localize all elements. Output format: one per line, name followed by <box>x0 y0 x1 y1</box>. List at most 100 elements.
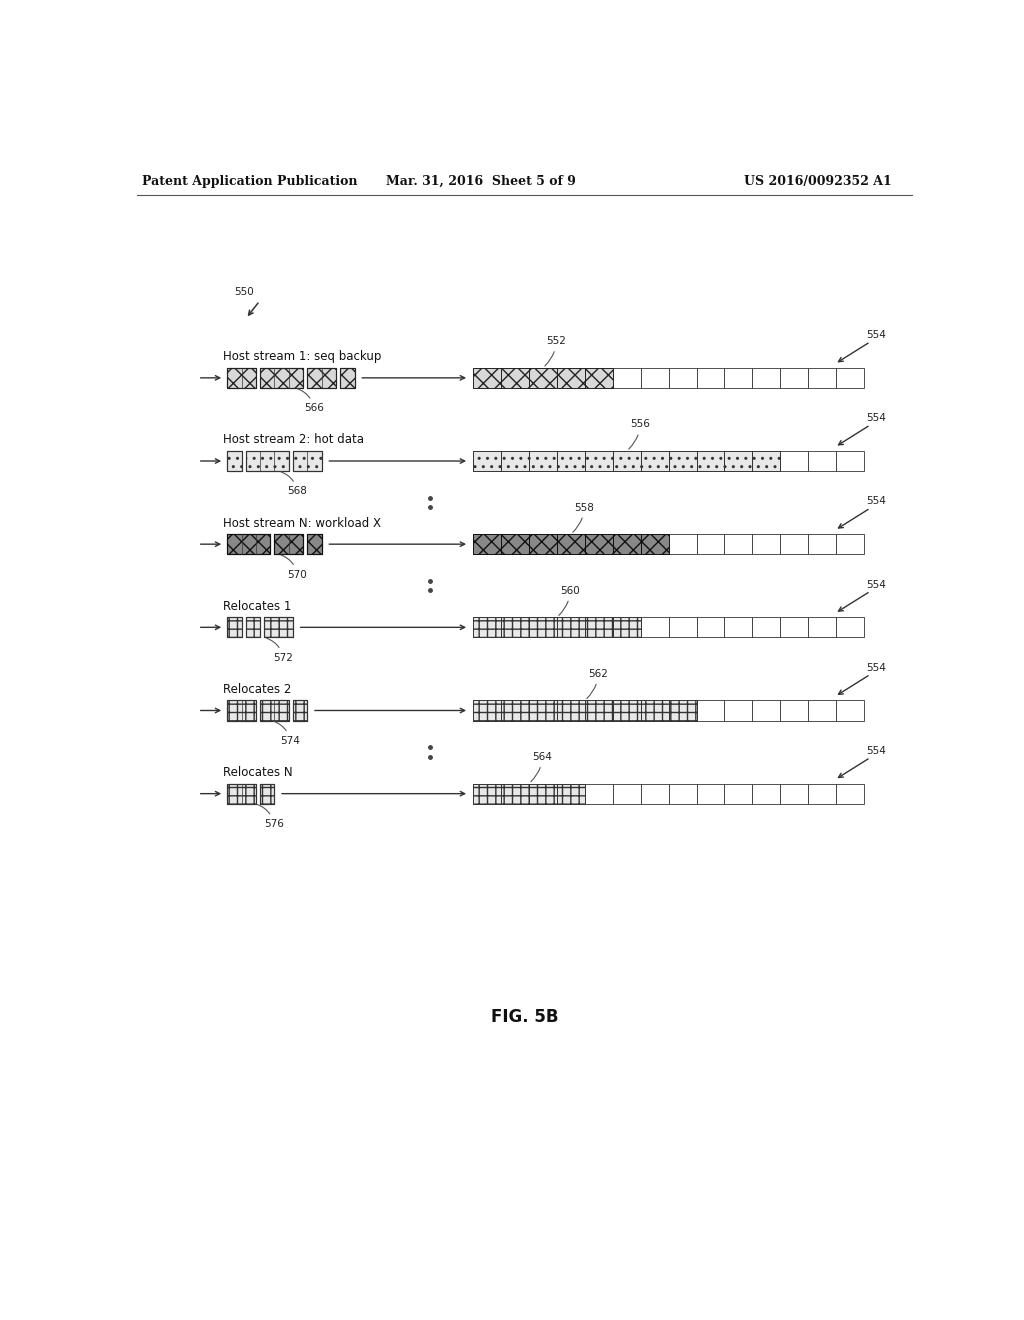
Bar <box>473 535 501 554</box>
Bar <box>557 451 585 471</box>
Bar <box>227 701 256 721</box>
Bar <box>528 618 557 638</box>
Bar <box>528 535 557 554</box>
Bar <box>641 451 669 471</box>
Bar <box>227 368 256 388</box>
Bar <box>753 618 780 638</box>
Bar <box>696 784 724 804</box>
Bar <box>612 451 641 471</box>
Bar <box>696 618 724 638</box>
Bar <box>557 701 585 721</box>
Bar <box>501 535 528 554</box>
Text: 554: 554 <box>866 663 886 673</box>
Text: 560: 560 <box>559 586 581 615</box>
Bar <box>557 535 585 554</box>
Bar <box>528 784 557 804</box>
Bar <box>227 784 256 804</box>
Text: Mar. 31, 2016  Sheet 5 of 9: Mar. 31, 2016 Sheet 5 of 9 <box>386 176 575 187</box>
Bar <box>274 535 303 554</box>
Text: 554: 554 <box>866 746 886 756</box>
Bar <box>585 701 612 721</box>
Bar <box>837 451 864 471</box>
Text: Host stream 1: seq backup: Host stream 1: seq backup <box>222 350 381 363</box>
Bar <box>501 618 528 638</box>
Bar <box>780 368 808 388</box>
Bar <box>724 451 753 471</box>
Bar <box>585 451 612 471</box>
Text: 562: 562 <box>587 669 608 698</box>
Bar <box>473 701 501 721</box>
Bar <box>696 451 724 471</box>
Bar <box>528 784 557 804</box>
Text: Host stream 2: hot data: Host stream 2: hot data <box>222 433 364 446</box>
Bar <box>696 701 724 721</box>
Bar <box>227 618 242 638</box>
Bar <box>260 784 274 804</box>
Bar <box>837 535 864 554</box>
Bar <box>753 701 780 721</box>
Bar <box>340 368 354 388</box>
Bar <box>612 368 641 388</box>
Bar <box>260 701 289 721</box>
Bar <box>780 535 808 554</box>
Bar <box>501 618 528 638</box>
Text: 554: 554 <box>866 413 886 424</box>
Text: US 2016/0092352 A1: US 2016/0092352 A1 <box>743 176 891 187</box>
Bar <box>753 451 780 471</box>
Bar <box>501 368 528 388</box>
Bar <box>753 368 780 388</box>
Bar <box>585 368 612 388</box>
Bar <box>557 451 585 471</box>
Bar <box>585 618 612 638</box>
Bar <box>246 618 260 638</box>
Bar <box>837 784 864 804</box>
Bar <box>724 368 753 388</box>
Bar <box>753 451 780 471</box>
Text: Patent Application Publication: Patent Application Publication <box>142 176 357 187</box>
Bar <box>293 451 322 471</box>
Bar <box>501 451 528 471</box>
Bar <box>669 451 696 471</box>
Bar <box>669 784 696 804</box>
Bar <box>808 701 837 721</box>
Bar <box>307 368 336 388</box>
Bar <box>274 535 303 554</box>
Bar <box>293 451 322 471</box>
Bar <box>557 701 585 721</box>
Bar <box>585 618 612 638</box>
Bar <box>612 701 641 721</box>
Bar <box>340 368 354 388</box>
Bar <box>473 451 501 471</box>
Bar <box>473 784 501 804</box>
Bar <box>246 451 289 471</box>
Bar <box>612 535 641 554</box>
Bar <box>696 451 724 471</box>
Bar <box>473 535 501 554</box>
Bar <box>473 618 501 638</box>
Bar <box>227 451 242 471</box>
Bar <box>641 451 669 471</box>
Bar <box>724 618 753 638</box>
Bar <box>780 451 808 471</box>
Bar <box>724 451 753 471</box>
Bar <box>557 784 585 804</box>
Bar <box>227 368 256 388</box>
Text: 556: 556 <box>629 420 650 449</box>
Bar <box>724 784 753 804</box>
Bar <box>528 451 557 471</box>
Bar <box>585 535 612 554</box>
Bar <box>227 451 242 471</box>
Bar <box>585 451 612 471</box>
Bar <box>260 701 289 721</box>
Bar <box>696 368 724 388</box>
Bar <box>585 368 612 388</box>
Bar <box>669 368 696 388</box>
Bar <box>307 368 336 388</box>
Text: 554: 554 <box>866 496 886 507</box>
Bar <box>557 368 585 388</box>
Bar <box>808 368 837 388</box>
Bar <box>473 368 501 388</box>
Bar <box>669 701 696 721</box>
Bar <box>724 701 753 721</box>
Bar <box>753 535 780 554</box>
